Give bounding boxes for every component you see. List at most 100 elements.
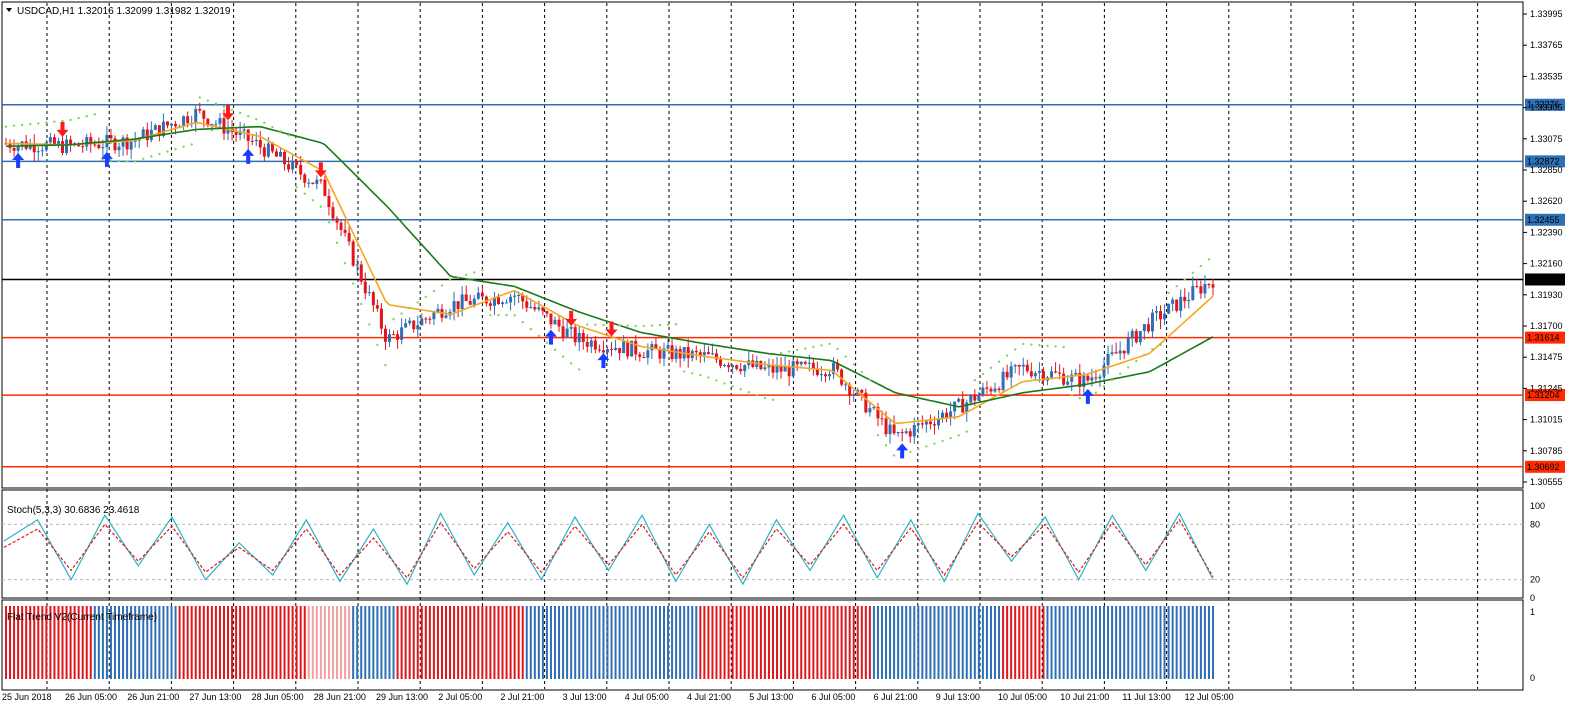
- time-tick-label: 12 Jul 05:00: [1185, 692, 1234, 702]
- stoch-axis-label: 20: [1530, 575, 1540, 585]
- candle-body: [303, 174, 307, 183]
- candle-body: [355, 264, 359, 266]
- flat-trend-panel[interactable]: [1, 599, 1524, 691]
- sar-dot: [109, 159, 113, 162]
- price-panel[interactable]: [1, 1, 1524, 489]
- sar-dot: [1143, 353, 1146, 357]
- sell-arrow-icon: [605, 321, 618, 337]
- candle-body: [904, 431, 908, 434]
- sar-dot: [941, 439, 944, 443]
- candle-body: [686, 347, 690, 359]
- level-tag-label: 1.31204: [1527, 390, 1560, 400]
- time-tick-label: 3 Jul 13:00: [563, 692, 607, 702]
- stoch-d-line: [3, 518, 1214, 579]
- candle-body: [170, 123, 174, 126]
- candle-body: [549, 313, 553, 325]
- candle-body: [408, 320, 412, 324]
- candle-body: [480, 292, 484, 297]
- sar-dot: [1191, 271, 1195, 275]
- candle-body: [157, 125, 161, 137]
- candle-body: [1074, 372, 1078, 375]
- candle-body: [311, 182, 315, 184]
- candle-body: [787, 366, 791, 377]
- sar-dot: [20, 123, 24, 127]
- candle-body: [775, 365, 779, 373]
- sar-dot: [876, 434, 880, 437]
- candle-body: [436, 308, 440, 313]
- candle-body: [299, 164, 303, 175]
- time-tick-label: 6 Jul 21:00: [874, 692, 918, 702]
- sar-dot: [1094, 391, 1098, 394]
- candle-body: [129, 141, 133, 150]
- time-tick-label: 5 Jul 13:00: [749, 692, 793, 702]
- price-tick-label: 1.31700: [1530, 321, 1563, 331]
- candle-body: [101, 147, 105, 149]
- sar-dot: [505, 313, 508, 317]
- sar-dot: [1183, 278, 1186, 281]
- candle-body: [763, 367, 767, 370]
- candle-body: [214, 123, 218, 125]
- price-tick-label: 1.33305: [1530, 103, 1563, 113]
- candle-body: [614, 347, 618, 350]
- sar-dot: [674, 323, 678, 326]
- candle-body: [779, 365, 783, 372]
- candle-body: [981, 387, 985, 395]
- candle-body: [472, 298, 476, 305]
- candle-body: [335, 218, 339, 223]
- candle-body: [40, 150, 44, 152]
- candle-body: [573, 327, 577, 343]
- candle-body: [908, 431, 912, 437]
- time-tick-label: 26 Jun 05:00: [65, 692, 117, 702]
- chart-menu-icon[interactable]: [6, 8, 12, 12]
- candle-body: [339, 222, 343, 230]
- candle-body: [731, 365, 735, 368]
- sar-dot: [965, 430, 968, 433]
- sar-dot: [1127, 366, 1130, 369]
- candle-body: [323, 179, 327, 196]
- candle-body: [287, 164, 291, 170]
- candle-body: [561, 326, 565, 338]
- candle-body: [646, 350, 650, 358]
- sar-dot: [731, 385, 734, 388]
- sar-dot: [1102, 385, 1106, 388]
- sar-dot: [707, 376, 710, 379]
- candle-body: [1041, 371, 1045, 381]
- candle-body: [811, 362, 815, 369]
- sar-dot: [1013, 348, 1017, 351]
- sar-dot: [739, 388, 742, 391]
- candle-body: [1126, 337, 1130, 354]
- sar-dot: [279, 130, 282, 133]
- candle-body: [997, 388, 1001, 390]
- candle-body: [484, 296, 488, 304]
- candle-body: [1187, 299, 1191, 302]
- candle-body: [242, 129, 246, 131]
- sar-dot: [368, 323, 371, 326]
- price-tick-label: 1.33535: [1530, 71, 1563, 81]
- sar-dot: [133, 159, 137, 163]
- candle-body: [751, 360, 755, 367]
- candle-body: [1183, 296, 1187, 302]
- sar-dot: [1199, 264, 1203, 268]
- candle-body: [965, 402, 969, 413]
- sar-dot: [844, 355, 847, 358]
- candle-body: [630, 340, 634, 357]
- candle-body: [840, 369, 844, 385]
- candle-body: [1102, 365, 1106, 377]
- candle-body: [577, 333, 581, 343]
- candle-body: [89, 137, 93, 145]
- candle-body: [714, 353, 718, 360]
- candle-body: [828, 374, 832, 377]
- candle-body: [565, 328, 569, 338]
- sar-dot: [1135, 359, 1138, 363]
- candle-body: [1203, 284, 1207, 294]
- candle-body: [1090, 377, 1094, 381]
- candle-body: [719, 359, 723, 366]
- candle-body: [985, 387, 989, 389]
- horizontal-levels[interactable]: 1.33276 1.32872 1.32455 1.31614 1.31204 1.306…: [2, 98, 1565, 473]
- stoch-panel[interactable]: [1, 489, 1524, 599]
- candle-body: [1037, 371, 1041, 373]
- candle-body: [351, 241, 355, 266]
- candle-body: [949, 411, 953, 419]
- sar-dot: [319, 205, 323, 208]
